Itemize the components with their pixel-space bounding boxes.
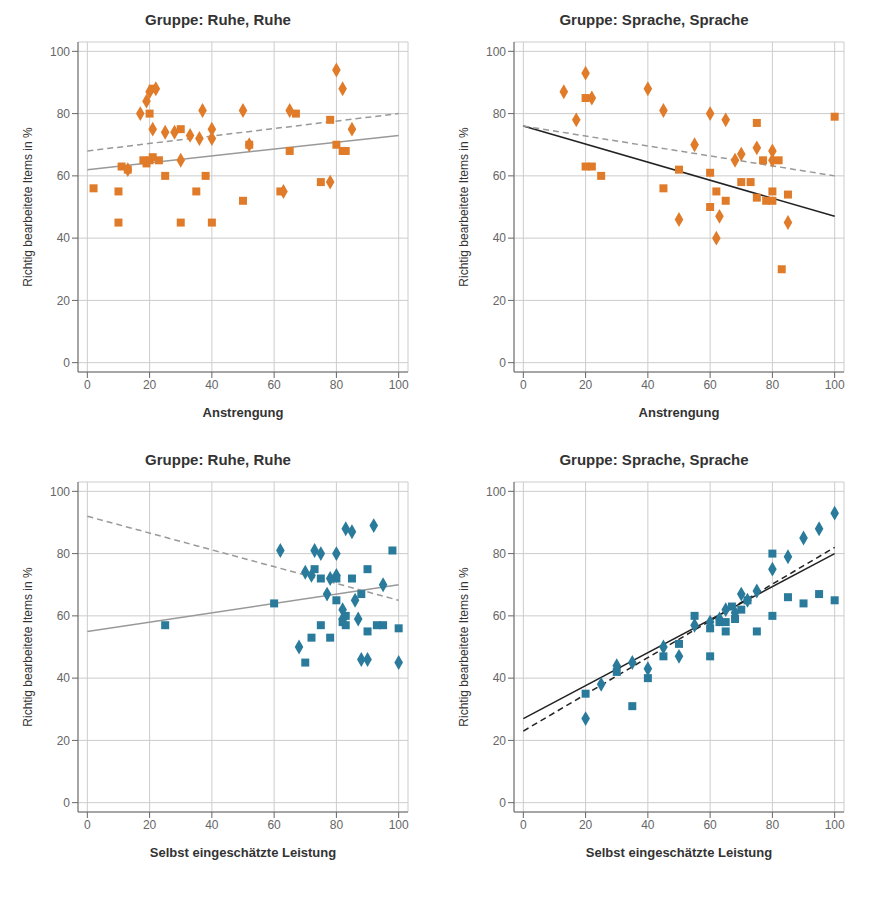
svg-text:80: 80 bbox=[330, 378, 344, 392]
svg-text:80: 80 bbox=[766, 378, 780, 392]
svg-text:20: 20 bbox=[493, 294, 507, 308]
svg-text:60: 60 bbox=[703, 378, 717, 392]
svg-text:0: 0 bbox=[84, 378, 91, 392]
svg-text:40: 40 bbox=[493, 231, 507, 245]
svg-text:Anstrengung: Anstrengung bbox=[639, 405, 720, 420]
svg-text:20: 20 bbox=[493, 734, 507, 748]
svg-text:80: 80 bbox=[57, 107, 71, 121]
svg-text:Selbst eingeschätzte Leistung: Selbst eingeschätzte Leistung bbox=[586, 845, 772, 860]
svg-text:20: 20 bbox=[579, 818, 593, 832]
svg-text:20: 20 bbox=[579, 378, 593, 392]
svg-text:0: 0 bbox=[499, 356, 506, 370]
svg-text:60: 60 bbox=[57, 169, 71, 183]
svg-text:40: 40 bbox=[205, 378, 219, 392]
svg-text:100: 100 bbox=[825, 818, 845, 832]
svg-text:40: 40 bbox=[641, 378, 655, 392]
svg-text:40: 40 bbox=[57, 671, 71, 685]
svg-text:40: 40 bbox=[205, 818, 219, 832]
svg-text:Selbst eingeschätzte Leistung: Selbst eingeschätzte Leistung bbox=[150, 845, 336, 860]
svg-text:20: 20 bbox=[143, 818, 157, 832]
svg-text:0: 0 bbox=[520, 818, 527, 832]
svg-text:80: 80 bbox=[493, 107, 507, 121]
svg-text:100: 100 bbox=[486, 485, 506, 499]
html-text:Gruppe: Sprache, Sprache: Gruppe: Sprache, Sprache bbox=[559, 11, 749, 28]
svg-text:100: 100 bbox=[486, 45, 506, 59]
svg-text:0: 0 bbox=[63, 356, 70, 370]
svg-text:0: 0 bbox=[63, 796, 70, 810]
svg-text:Richtig bearbeitete Items in %: Richtig bearbeitete Items in % bbox=[457, 127, 471, 287]
svg-text:60: 60 bbox=[493, 169, 507, 183]
svg-text:Anstrengung: Anstrengung bbox=[203, 405, 284, 420]
svg-text:20: 20 bbox=[57, 294, 71, 308]
svg-text:100: 100 bbox=[50, 45, 70, 59]
svg-text:100: 100 bbox=[389, 378, 409, 392]
svg-text:20: 20 bbox=[143, 378, 157, 392]
svg-text:80: 80 bbox=[330, 818, 344, 832]
svg-text:Richtig bearbeitete Items in %: Richtig bearbeitete Items in % bbox=[457, 567, 471, 727]
svg-text:80: 80 bbox=[57, 547, 71, 561]
svg-text:100: 100 bbox=[389, 818, 409, 832]
svg-text:60: 60 bbox=[493, 609, 507, 623]
html-text:Gruppe: Ruhe, Ruhe: Gruppe: Ruhe, Ruhe bbox=[145, 451, 291, 468]
svg-text:100: 100 bbox=[825, 378, 845, 392]
svg-text:80: 80 bbox=[766, 818, 780, 832]
svg-text:40: 40 bbox=[57, 231, 71, 245]
svg-text:40: 40 bbox=[493, 671, 507, 685]
svg-text:Richtig bearbeitete Items in %: Richtig bearbeitete Items in % bbox=[21, 127, 35, 287]
svg-text:Richtig bearbeitete Items in %: Richtig bearbeitete Items in % bbox=[21, 567, 35, 727]
svg-text:40: 40 bbox=[641, 818, 655, 832]
svg-text:0: 0 bbox=[499, 796, 506, 810]
svg-text:60: 60 bbox=[267, 378, 281, 392]
svg-text:20: 20 bbox=[57, 734, 71, 748]
svg-text:0: 0 bbox=[84, 818, 91, 832]
svg-text:80: 80 bbox=[493, 547, 507, 561]
html-text:Gruppe: Sprache, Sprache: Gruppe: Sprache, Sprache bbox=[559, 451, 749, 468]
html-text:Gruppe: Ruhe, Ruhe: Gruppe: Ruhe, Ruhe bbox=[145, 11, 291, 28]
svg-text:0: 0 bbox=[520, 378, 527, 392]
svg-text:100: 100 bbox=[50, 485, 70, 499]
svg-text:60: 60 bbox=[57, 609, 71, 623]
svg-text:60: 60 bbox=[267, 818, 281, 832]
svg-text:60: 60 bbox=[703, 818, 717, 832]
